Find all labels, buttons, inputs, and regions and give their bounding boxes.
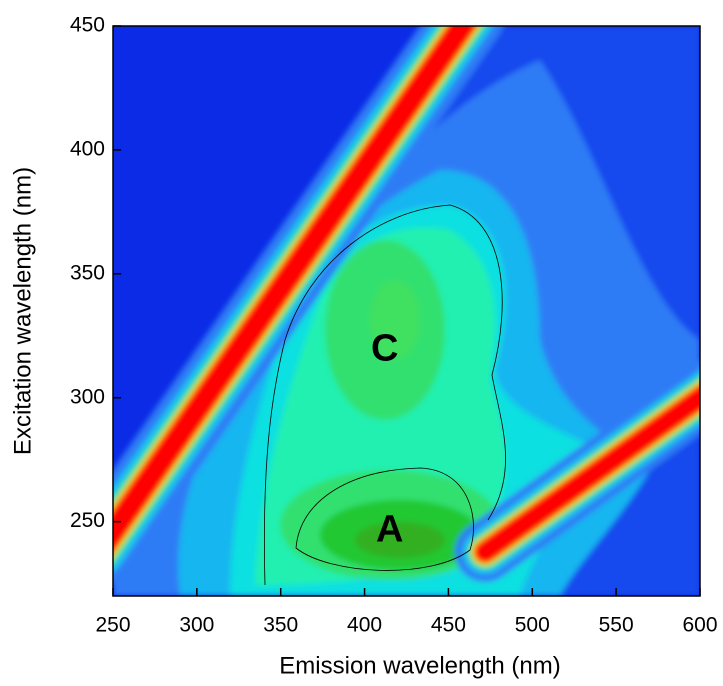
x-tick-label: 400 — [347, 614, 382, 637]
y-tick-label: 300 — [70, 385, 105, 408]
x-tick-label: 350 — [263, 614, 298, 637]
y-tick-label: 450 — [70, 14, 105, 37]
y-tick-label: 400 — [70, 137, 105, 160]
x-axis-title: Emission wavelength (nm) — [279, 652, 560, 679]
x-tick-label: 500 — [515, 614, 550, 637]
peak-label: C — [371, 328, 398, 370]
x-tick-label: 550 — [599, 614, 634, 637]
y-tick-label: 350 — [70, 261, 105, 284]
x-tick-label: 250 — [95, 614, 130, 637]
contour-field — [113, 26, 700, 596]
y-tick-label: 250 — [70, 509, 105, 532]
y-axis-title: Excitation wavelength (nm) — [9, 167, 36, 455]
peak-label: A — [376, 509, 403, 551]
plot-frame — [112, 25, 701, 597]
x-tick-label: 600 — [682, 614, 717, 637]
x-tick-label: 450 — [431, 614, 466, 637]
x-tick-label: 300 — [179, 614, 214, 637]
